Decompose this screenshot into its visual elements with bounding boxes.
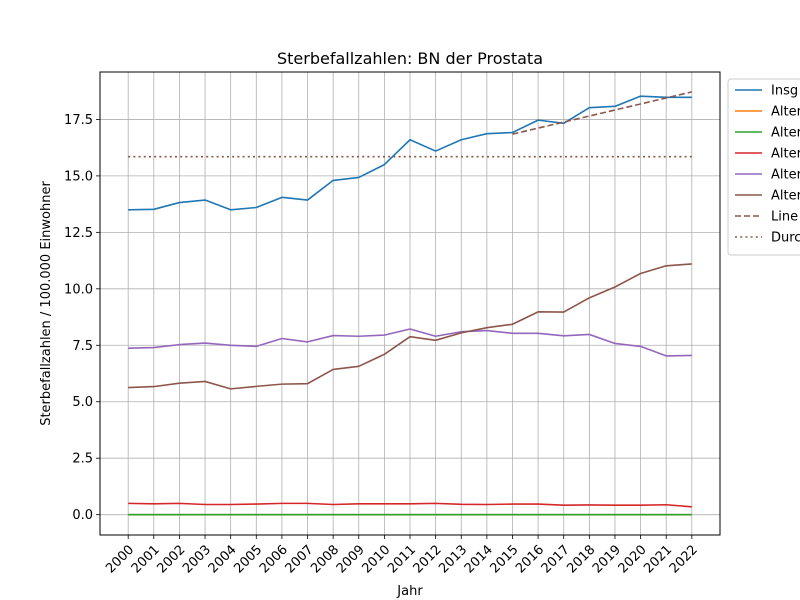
grid (100, 72, 720, 535)
y-tick-label: 15.0 (64, 169, 93, 184)
series-line-3 (128, 502, 692, 508)
y-tick-label: 5.0 (72, 395, 93, 410)
legend-label-7: Durc (771, 231, 800, 246)
legend-label-0: Insg (771, 84, 798, 99)
series-line-6 (512, 91, 693, 135)
legend-box (727, 78, 800, 256)
y-tick-label: 2.5 (72, 452, 93, 467)
y-tick-label: 0.0 (72, 508, 93, 523)
series-line-4 (128, 328, 692, 357)
legend: Insg Alter Alter Alter Alter Alter Line Durc (727, 78, 800, 256)
legend-label-1: Alter (771, 105, 800, 120)
legend-label-5: Alter (771, 189, 800, 204)
y-tick-label: 7.5 (72, 339, 93, 354)
legend-label-4: Alter (771, 168, 800, 183)
x-axis-label: Jahr (396, 584, 423, 599)
y-axis: 0.0 2.5 5.0 7.5 10.0 12.5 15.0 17.5 (64, 113, 100, 523)
legend-label-2: Alter (771, 126, 800, 141)
y-tick-label: 17.5 (64, 113, 93, 128)
chart-title: Sterbefallzahlen: BN der Prostata (277, 49, 543, 68)
series-line-5 (128, 263, 692, 390)
legend-label-6: Line (771, 210, 798, 225)
series-line-0 (128, 95, 692, 211)
plot-lines (128, 91, 693, 516)
legend-label-3: Alter (771, 147, 800, 162)
y-tick-label: 10.0 (64, 282, 93, 297)
y-tick-label: 12.5 (64, 226, 93, 241)
y-axis-label: Sterbefallzahlen / 100.000 Einwohner (39, 181, 54, 426)
